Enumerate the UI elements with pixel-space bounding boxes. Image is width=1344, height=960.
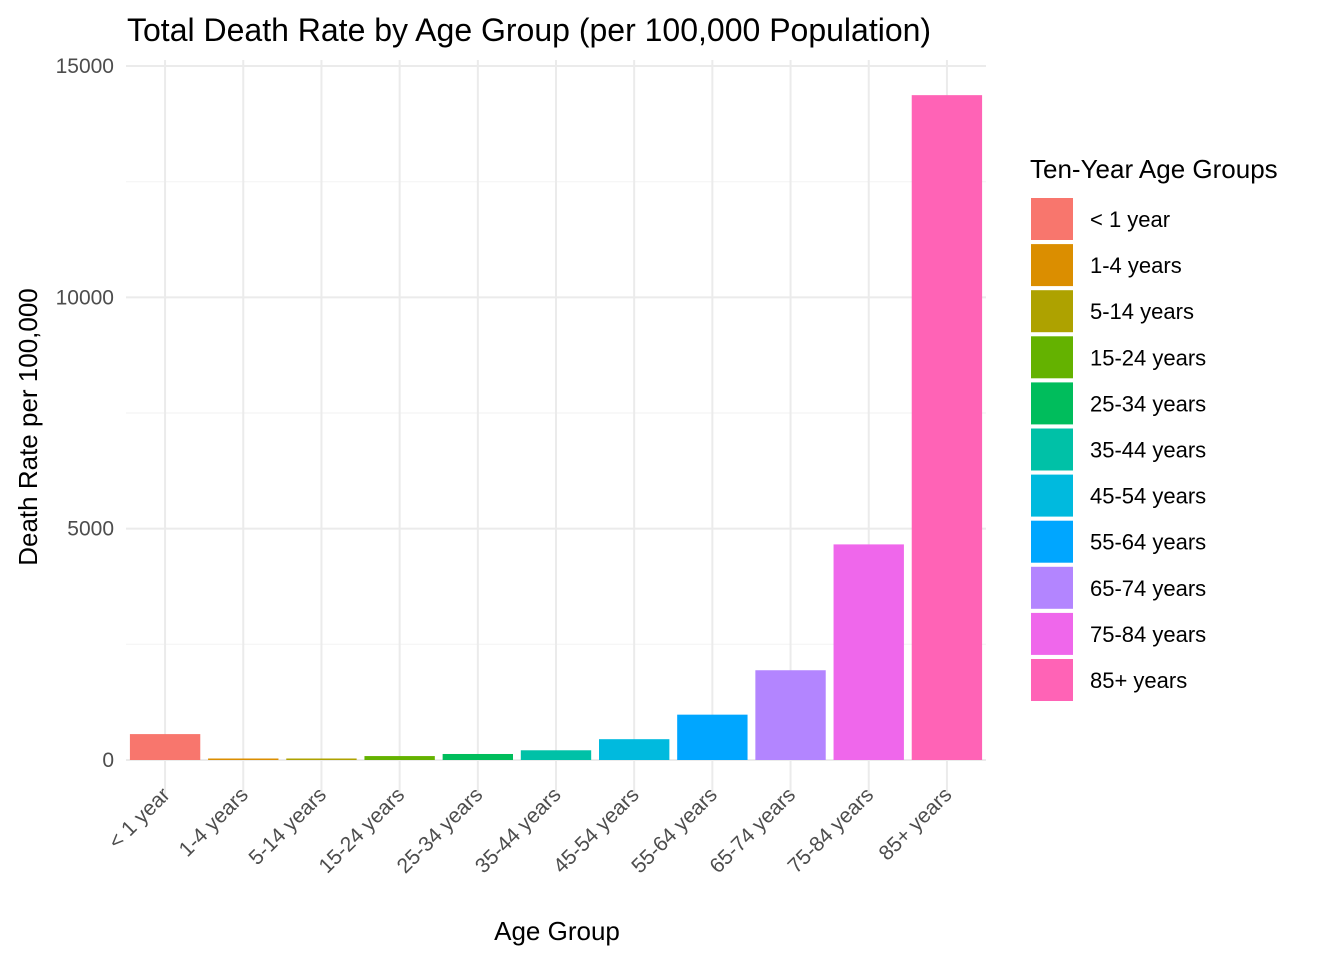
bar: [599, 739, 670, 760]
legend-key: [1031, 290, 1073, 333]
bar: [129, 734, 201, 760]
y-axis-title: Death Rate per 100,000: [13, 288, 43, 566]
bar: [286, 758, 357, 760]
legend-label: 55-64 years: [1090, 530, 1206, 555]
legend-label: 15-24 years: [1090, 345, 1206, 370]
bar: [833, 544, 904, 760]
bar: [520, 750, 592, 760]
x-tick-label: 85+ years: [875, 783, 957, 865]
x-axis-title: Age Group: [494, 916, 620, 946]
legend-key: [1031, 612, 1073, 655]
legend-label: 35-44 years: [1090, 438, 1206, 463]
bar: [442, 753, 513, 760]
y-tick-label: 5000: [67, 518, 114, 541]
legend-label: 65-74 years: [1090, 576, 1206, 601]
legend-key: [1031, 428, 1073, 471]
x-tick-label: 5-14 years: [245, 783, 331, 869]
legend-label: 85+ years: [1090, 668, 1187, 693]
legend-key: [1031, 659, 1073, 701]
y-tick-label: 0: [102, 749, 114, 772]
y-tick-label: 10000: [56, 286, 114, 309]
legend-key: [1031, 474, 1073, 517]
chart-title: Total Death Rate by Age Group (per 100,0…: [127, 12, 931, 48]
y-tick-label: 15000: [56, 55, 114, 78]
bar: [911, 95, 983, 760]
legend-key: [1031, 198, 1073, 240]
legend-key: [1031, 244, 1073, 287]
legend-key: [1031, 336, 1073, 379]
legend-title: Ten-Year Age Groups: [1030, 154, 1278, 184]
legend-label: < 1 year: [1090, 207, 1170, 232]
legend-label: 25-34 years: [1090, 391, 1206, 416]
legend-items: < 1 year 1-4 years 5-14 years 15-24 years 25…: [1031, 198, 1206, 701]
bar: [208, 758, 279, 760]
legend-label: 5-14 years: [1090, 299, 1194, 324]
bars: [129, 95, 983, 760]
y-axis-ticks: 0 5000 10000 15000: [56, 55, 114, 772]
legend-key: [1031, 520, 1073, 563]
legend: Ten-Year Age Groups < 1 year 1-4 years 5-1…: [1030, 154, 1278, 701]
legend-label: 45-54 years: [1090, 484, 1206, 509]
x-tick-label: < 1 year: [104, 783, 174, 853]
bar: [677, 714, 748, 760]
x-tick-label: 1-4 years: [175, 783, 253, 861]
legend-key: [1031, 382, 1073, 425]
legend-label: 1-4 years: [1090, 253, 1182, 278]
bar: [755, 670, 826, 760]
bar: [364, 756, 435, 760]
legend-key: [1031, 566, 1073, 609]
legend-label: 75-84 years: [1090, 622, 1206, 647]
